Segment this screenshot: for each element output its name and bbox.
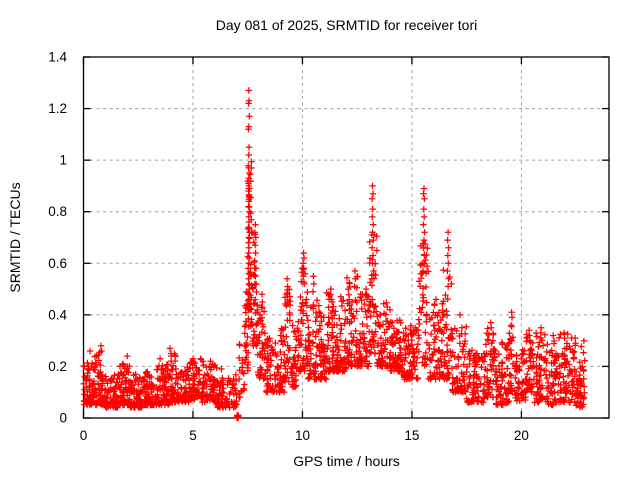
data-points — [80, 87, 588, 422]
x-tick-label: 10 — [295, 428, 310, 443]
y-tick-label: 0.8 — [48, 204, 67, 219]
x-tick-label: 20 — [514, 428, 529, 443]
x-axis-label: GPS time / hours — [293, 453, 400, 469]
y-tick-label: 0.2 — [48, 359, 67, 374]
x-tick-label: 15 — [404, 428, 419, 443]
y-tick-label: 1.4 — [48, 50, 67, 65]
chart-title: Day 081 of 2025, SRMTID for receiver tor… — [215, 17, 478, 33]
y-tick-label: 0 — [59, 411, 67, 426]
y-tick-label: 0.4 — [48, 307, 67, 322]
x-tick-label: 5 — [189, 428, 197, 443]
y-tick-label: 1.2 — [48, 101, 67, 116]
y-tick-label: 1 — [59, 153, 67, 168]
y-tick-label: 0.6 — [48, 256, 67, 271]
x-tick-label: 0 — [80, 428, 88, 443]
plot-border — [82, 56, 610, 419]
